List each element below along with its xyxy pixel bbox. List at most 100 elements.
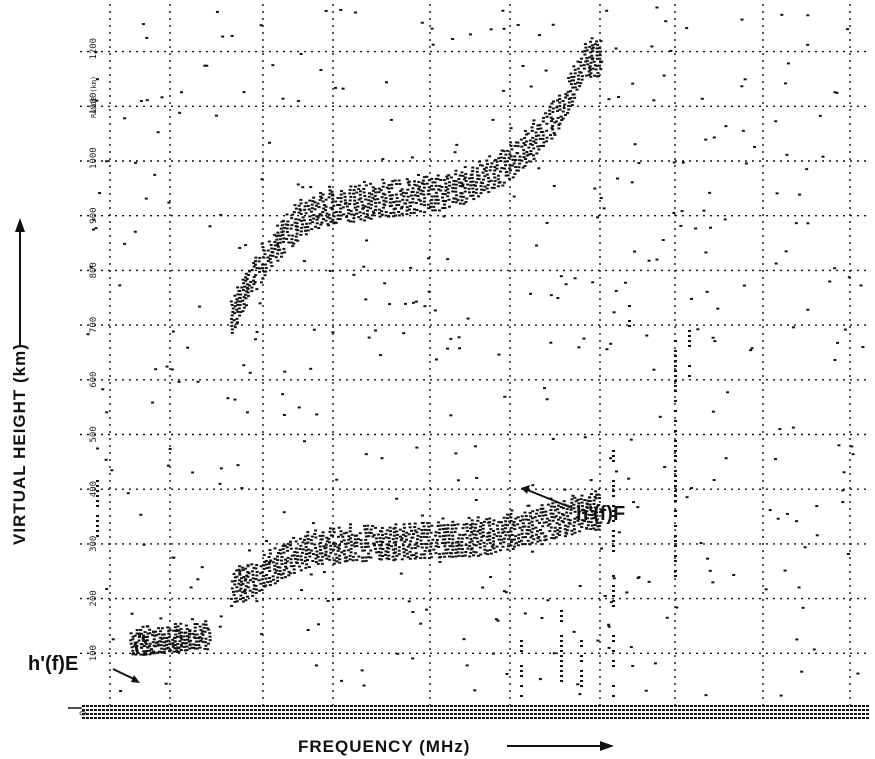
trace-mark — [584, 513, 588, 516]
baseline-mark — [730, 717, 733, 719]
trace-mark — [580, 57, 584, 60]
trace-mark — [483, 185, 487, 188]
baseline-mark — [802, 713, 805, 715]
trace-mark — [338, 558, 342, 561]
trace-mark — [491, 536, 495, 539]
trace-mark — [590, 517, 594, 520]
baseline-mark — [438, 705, 441, 707]
trace-mark — [315, 222, 319, 225]
trace-mark — [290, 554, 294, 557]
trace-mark — [521, 522, 525, 525]
trace-mark — [556, 532, 560, 535]
trace-mark — [454, 173, 458, 176]
trace-mark — [492, 173, 496, 176]
trace-mark — [278, 238, 282, 241]
baseline-mark — [390, 705, 393, 707]
trace-mark — [488, 517, 492, 520]
noise-mark — [247, 549, 251, 552]
trace-mark — [142, 650, 146, 653]
baseline-mark — [90, 717, 93, 719]
trace-mark — [388, 194, 392, 197]
trace-mark — [461, 174, 465, 177]
baseline-mark — [642, 705, 645, 707]
trace-mark — [521, 543, 525, 546]
baseline-mark — [662, 713, 665, 715]
trace-mark — [332, 562, 336, 565]
trace-mark — [338, 561, 342, 564]
trace-mark — [371, 214, 375, 217]
noise-mark — [784, 82, 788, 85]
trace-mark — [460, 541, 464, 544]
baseline-mark — [862, 717, 865, 719]
trace-mark — [534, 533, 538, 536]
trace-mark — [240, 286, 244, 289]
baseline-mark — [770, 717, 773, 719]
baseline-mark — [858, 717, 861, 719]
trace-mark — [191, 632, 195, 635]
baseline-mark — [718, 709, 721, 711]
baseline-mark — [182, 717, 185, 719]
trace-mark — [560, 513, 564, 516]
baseline-mark — [142, 717, 145, 719]
trace-mark — [159, 630, 163, 633]
noise-mark — [694, 227, 698, 230]
trace-mark — [592, 60, 596, 63]
trace-mark — [509, 530, 513, 533]
trace-mark — [541, 137, 545, 140]
baseline-mark — [390, 709, 393, 711]
trace-mark — [151, 641, 155, 644]
trace-mark — [405, 538, 409, 541]
trace-mark — [475, 188, 479, 191]
baseline-mark — [450, 705, 453, 707]
noise-mark — [833, 267, 837, 270]
trace-mark — [429, 531, 433, 534]
noise-mark — [242, 91, 246, 94]
noise-mark — [674, 490, 677, 492]
noise-mark — [504, 591, 508, 594]
trace-mark — [525, 161, 529, 164]
trace-mark — [198, 636, 202, 639]
trace-mark — [443, 203, 447, 206]
trace-mark — [569, 505, 573, 508]
noise-mark — [353, 11, 357, 14]
noise-mark — [520, 640, 523, 642]
trace-mark — [431, 538, 435, 541]
trace-mark — [567, 80, 571, 83]
baseline-mark — [378, 705, 381, 707]
baseline-mark — [186, 705, 189, 707]
trace-mark — [447, 555, 451, 558]
noise-mark — [711, 410, 715, 413]
baseline-mark — [334, 717, 337, 719]
trace-mark — [465, 537, 469, 540]
baseline-mark — [866, 709, 869, 711]
trace-mark — [311, 200, 315, 203]
baseline-mark — [526, 705, 529, 707]
trace-mark — [317, 227, 321, 230]
noise-mark — [644, 689, 648, 692]
trace-mark — [244, 585, 248, 588]
trace-mark — [180, 643, 184, 646]
trace-mark — [278, 570, 282, 573]
baseline-mark — [366, 717, 369, 719]
trace-mark — [569, 90, 573, 93]
trace-mark — [502, 181, 506, 184]
baseline-mark — [714, 709, 717, 711]
baseline-mark — [626, 705, 629, 707]
noise-mark — [655, 6, 659, 9]
trace-mark — [589, 68, 593, 71]
noise-mark — [724, 457, 728, 460]
trace-mark — [566, 515, 570, 518]
trace-mark — [517, 540, 521, 543]
trace-mark — [254, 274, 258, 277]
trace-mark — [413, 557, 417, 560]
baseline-mark — [354, 705, 357, 707]
trace-mark — [304, 233, 308, 236]
noise-mark — [795, 638, 799, 641]
noise-mark — [607, 646, 611, 649]
trace-mark — [513, 528, 517, 531]
baseline-mark — [286, 705, 289, 707]
baseline-mark — [254, 709, 257, 711]
baseline-mark — [698, 709, 701, 711]
noise-mark — [629, 646, 633, 649]
